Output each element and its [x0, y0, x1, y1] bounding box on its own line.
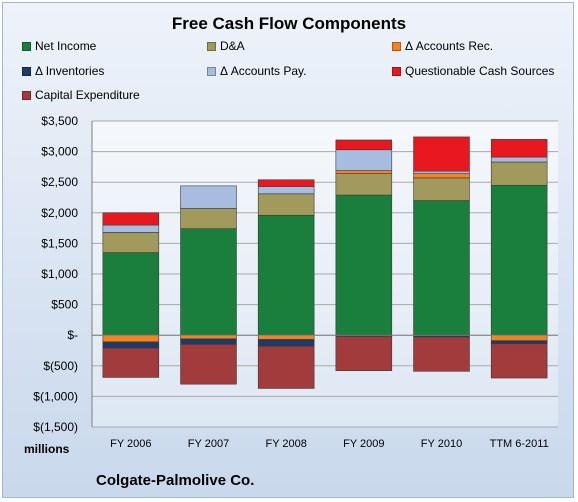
bar-segment: [102, 347, 160, 378]
bar-segment: [413, 200, 470, 336]
legend-swatch: [392, 67, 401, 77]
bar-segment: [180, 334, 237, 340]
legend-entry-da: D&A: [207, 39, 245, 53]
x-tick-label: TTM 6-2011: [490, 438, 549, 450]
legend-entry-questionable-cash: Questionable Cash Sources: [392, 64, 554, 78]
bar-segment: [180, 208, 237, 230]
y-tick-label: $(500): [43, 359, 78, 373]
bar-segment: [490, 343, 548, 379]
legend-label: Questionable Cash Sources: [405, 64, 555, 78]
y-tick-label: $2,000: [41, 206, 78, 220]
legend-swatch: [22, 67, 31, 77]
legend-swatch: [22, 91, 31, 101]
y-tick-label: $1,000: [41, 267, 78, 281]
legend-label: Capital Expenditure: [35, 88, 140, 102]
bar-segment: [490, 334, 548, 342]
bar-segment: [102, 232, 160, 253]
units-label: millions: [24, 442, 70, 456]
bar-segment: [257, 339, 315, 347]
bar-segment: [413, 136, 470, 172]
bar-segment: [413, 336, 470, 372]
bar-segment: [490, 139, 548, 158]
legend-swatch: [207, 67, 216, 77]
legend-entry-inventories: Δ Inventories: [22, 64, 104, 78]
bar-segment: [257, 214, 315, 336]
bar-segment: [335, 173, 393, 196]
bar-segment: [335, 170, 393, 174]
bar-segment: [102, 224, 160, 233]
x-tick-label: FY 2010: [421, 438, 462, 450]
legend-entry-accounts-pay: Δ Accounts Pay.: [207, 64, 307, 78]
bar-segment: [257, 193, 315, 216]
bar-segment: [335, 139, 393, 151]
bar-segment: [102, 341, 160, 349]
bar-segment: [257, 186, 315, 195]
legend-swatch: [207, 42, 216, 52]
legend-entry-accounts-rec: Δ Accounts Rec.: [392, 39, 493, 53]
bar-segment: [413, 170, 470, 174]
bar-segment: [490, 184, 548, 336]
legend-label: D&A: [220, 39, 245, 53]
x-tick-label: FY 2006: [110, 438, 151, 450]
legend-label: Δ Accounts Pay.: [220, 64, 307, 78]
bar-segment: [180, 228, 237, 336]
legend-swatch: [22, 42, 31, 52]
legend-label: Net Income: [35, 39, 97, 53]
y-tick-label: $(1,000): [33, 389, 78, 403]
bar-segment: [257, 179, 315, 187]
y-tick-label: $1,500: [41, 236, 78, 250]
y-tick-label: $3,500: [41, 114, 78, 128]
bar-segment: [413, 173, 470, 179]
y-tick-label: $-: [67, 328, 78, 342]
y-tick-label: $500: [51, 298, 78, 312]
legend-label: Δ Accounts Rec.: [405, 39, 494, 53]
bar-segment: [102, 212, 160, 226]
bar-segment: [180, 344, 237, 385]
legend-entry-net-income: Net Income: [22, 39, 96, 53]
bar-segment: [490, 156, 548, 163]
bar-segment: [102, 252, 160, 336]
y-tick-label: $3,000: [41, 145, 78, 159]
x-tick-label: FY 2009: [343, 438, 384, 450]
x-tick-label: FY 2008: [265, 438, 306, 450]
bar-segment: [335, 149, 393, 171]
y-tick-label: $2,500: [41, 175, 78, 189]
bar-segment: [335, 194, 393, 336]
bar-segment: [180, 338, 237, 345]
bar-segment: [490, 161, 548, 186]
bar-segment: [413, 177, 470, 201]
bar-segment: [180, 185, 237, 209]
bar-segment: [257, 345, 315, 389]
legend-label: Δ Inventories: [35, 64, 105, 78]
chart-title: Free Cash Flow Components: [171, 14, 407, 33]
company-name: Colgate-Palmolive Co.: [96, 472, 255, 489]
bar-segment: [257, 334, 315, 340]
legend-entry-capex: Capital Expenditure: [22, 88, 140, 102]
y-tick-label: $(1,500): [33, 420, 78, 434]
x-tick-label: FY 2007: [188, 438, 229, 450]
legend-swatch: [392, 42, 401, 52]
bar-segment: [490, 340, 548, 345]
bar-segment: [102, 334, 160, 343]
bar-segment: [335, 336, 393, 371]
